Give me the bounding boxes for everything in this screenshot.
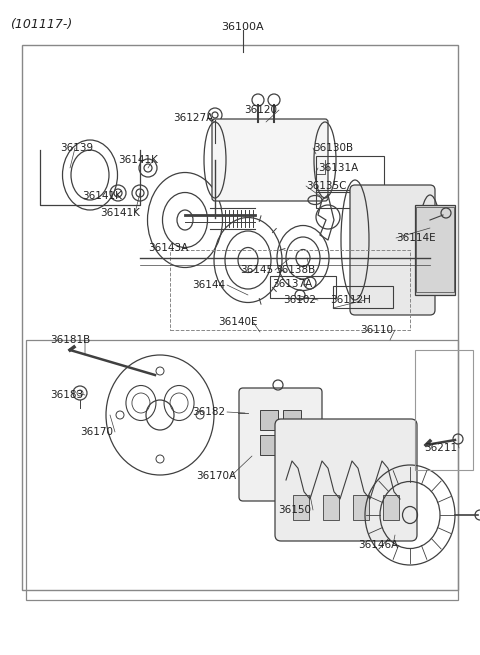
Text: 36150: 36150 bbox=[278, 505, 311, 515]
Text: 36146A: 36146A bbox=[358, 540, 398, 550]
Bar bbox=[416, 207, 454, 292]
Text: 36141K: 36141K bbox=[82, 191, 122, 201]
Text: 36127A: 36127A bbox=[173, 113, 213, 123]
Text: 36139: 36139 bbox=[60, 143, 93, 153]
Text: (101117-): (101117-) bbox=[10, 18, 72, 31]
FancyBboxPatch shape bbox=[212, 119, 328, 201]
Bar bbox=[353, 495, 369, 520]
Text: 36183: 36183 bbox=[50, 390, 83, 400]
FancyBboxPatch shape bbox=[350, 185, 435, 315]
Text: 36140E: 36140E bbox=[218, 317, 257, 327]
Text: 36120: 36120 bbox=[244, 105, 277, 115]
Text: 36137A: 36137A bbox=[272, 279, 312, 289]
Text: 36170: 36170 bbox=[80, 427, 113, 437]
Text: 36131A: 36131A bbox=[318, 163, 358, 173]
Bar bbox=[260, 435, 278, 455]
FancyBboxPatch shape bbox=[275, 419, 417, 541]
Bar bbox=[323, 495, 339, 520]
Bar bbox=[415, 350, 473, 470]
Text: 36182: 36182 bbox=[192, 407, 225, 417]
Bar bbox=[316, 156, 384, 192]
Bar bbox=[270, 276, 336, 298]
Bar bbox=[415, 205, 455, 295]
Bar bbox=[293, 495, 309, 520]
Text: 36141K: 36141K bbox=[118, 155, 158, 165]
Bar bbox=[22, 45, 458, 590]
Text: 36211: 36211 bbox=[424, 443, 457, 453]
Text: 36138B: 36138B bbox=[275, 265, 315, 275]
Text: 36141K: 36141K bbox=[100, 208, 140, 218]
Bar bbox=[283, 410, 301, 430]
Text: 36100A: 36100A bbox=[222, 22, 264, 32]
FancyBboxPatch shape bbox=[239, 388, 322, 501]
Text: 36102: 36102 bbox=[283, 295, 316, 305]
Bar bbox=[316, 190, 384, 208]
Text: 36170A: 36170A bbox=[196, 471, 236, 481]
Text: 36130B: 36130B bbox=[313, 143, 353, 153]
Bar bbox=[383, 495, 399, 520]
Text: 36143A: 36143A bbox=[148, 243, 188, 253]
Text: 36135C: 36135C bbox=[306, 181, 347, 191]
Bar bbox=[26, 340, 458, 600]
Bar bbox=[333, 286, 393, 308]
Bar bbox=[260, 410, 278, 430]
Text: 36112H: 36112H bbox=[330, 295, 371, 305]
Text: 36181B: 36181B bbox=[50, 335, 90, 345]
Bar bbox=[170, 250, 410, 330]
Text: 36110: 36110 bbox=[360, 325, 393, 335]
Text: 36145: 36145 bbox=[240, 265, 273, 275]
Text: 36114E: 36114E bbox=[396, 233, 436, 243]
Text: 36144: 36144 bbox=[192, 280, 225, 290]
Bar bbox=[283, 435, 301, 455]
